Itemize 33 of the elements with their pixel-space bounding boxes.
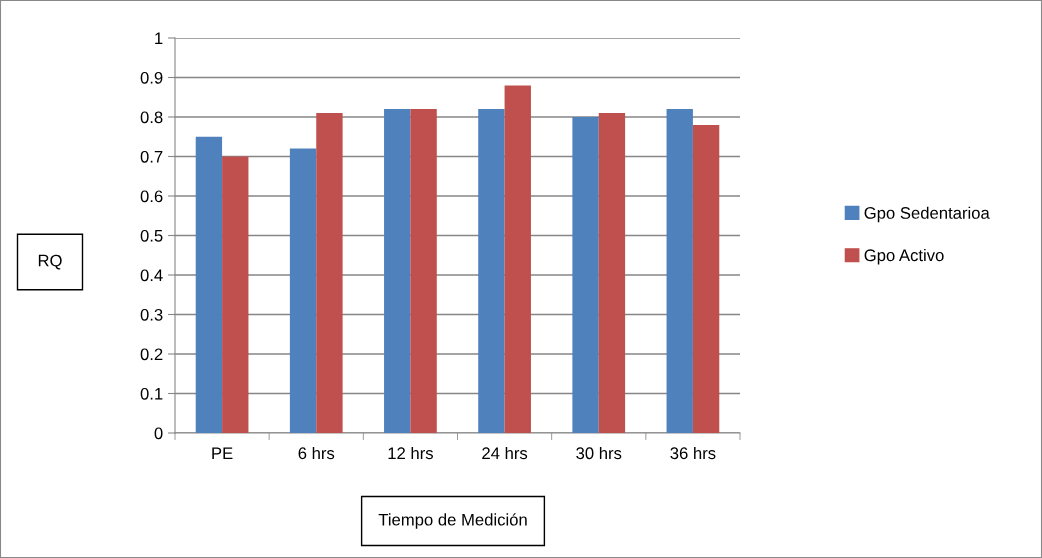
x-tick-label: 36 hrs bbox=[670, 446, 716, 460]
legend-label: Gpo Sedentarioa bbox=[864, 206, 990, 223]
legend-label: Gpo Activo bbox=[864, 248, 944, 265]
x-tick-label: 24 hrs bbox=[482, 446, 528, 460]
y-tick-label: 1 bbox=[155, 32, 163, 45]
bar bbox=[316, 113, 343, 433]
x-tick-label: 12 hrs bbox=[388, 446, 433, 460]
y-tick-label: 0.5 bbox=[140, 229, 163, 242]
bar bbox=[692, 124, 720, 433]
y-tick-label: 0.6 bbox=[140, 190, 163, 203]
y-tick-label: 0 bbox=[154, 427, 163, 440]
x-tick-label: 30 hrs bbox=[576, 446, 622, 460]
bar bbox=[195, 136, 223, 433]
bar bbox=[666, 109, 693, 433]
x-tick-label: 6 hrs bbox=[298, 446, 335, 460]
bar bbox=[504, 85, 531, 433]
y-axis-title: RQ bbox=[38, 254, 62, 270]
y-tick-label: 0.9 bbox=[140, 71, 163, 84]
bar bbox=[598, 113, 626, 433]
bar bbox=[384, 109, 411, 433]
x-tick-label: PE bbox=[212, 447, 233, 459]
y-tick-label: 0.7 bbox=[140, 150, 163, 163]
y-tick-label: 0.3 bbox=[140, 308, 163, 321]
bar bbox=[572, 117, 599, 433]
x-axis-title: Tiempo de Medición bbox=[378, 513, 527, 529]
bar bbox=[478, 109, 505, 433]
y-tick-label: 0.2 bbox=[140, 348, 163, 361]
y-tick-label: 0.4 bbox=[140, 269, 163, 282]
bar bbox=[289, 148, 317, 433]
y-tick-label: 0.8 bbox=[140, 111, 163, 124]
bar bbox=[222, 156, 249, 433]
bar bbox=[410, 109, 437, 433]
y-tick-label: 0.1 bbox=[140, 387, 163, 400]
